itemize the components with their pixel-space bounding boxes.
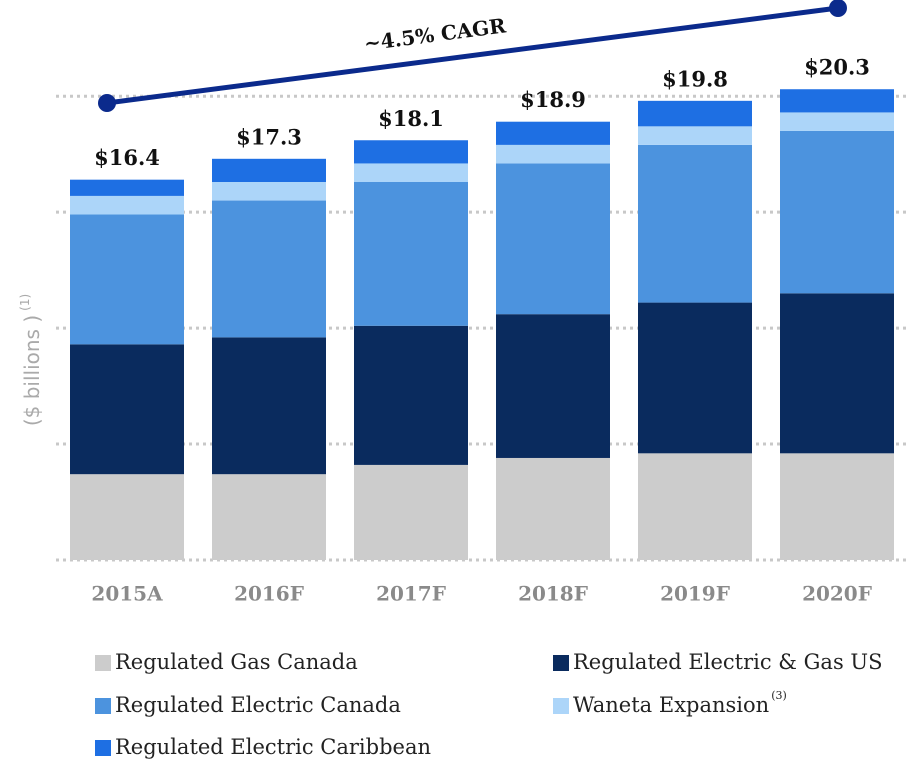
bar-segment [354, 464, 468, 560]
bar-segment [780, 453, 894, 560]
legend-name: Regulated Electric Canada [115, 693, 401, 717]
bar-segment [70, 474, 184, 560]
total-label: $18.1 [378, 106, 444, 131]
y-label-note: (1) [18, 294, 32, 311]
bar-segment [780, 112, 894, 131]
bar-segment [212, 200, 326, 338]
legend-label: Waneta Expansion (3) [573, 689, 787, 717]
y-label-group: ($ billions ) (1) [18, 294, 44, 426]
bar-segment [638, 453, 752, 560]
legend-name: Regulated Electric Caribbean [115, 735, 431, 759]
legend-name: Regulated Gas Canada [115, 650, 358, 674]
total-label: $20.3 [804, 55, 870, 80]
total-label: $19.8 [662, 66, 728, 91]
legend-name: Waneta Expansion [573, 693, 769, 717]
bar-segment [70, 214, 184, 345]
legend-label: Regulated Electric Canada [115, 693, 401, 717]
bar-segment [212, 474, 326, 560]
bar-segment [70, 344, 184, 475]
legend-name: Regulated Electric & Gas US [573, 650, 883, 674]
bar-segment [212, 158, 326, 182]
bar-segment [496, 121, 610, 145]
bar-segment [638, 144, 752, 303]
bar-segment [354, 181, 468, 326]
bar-segment [780, 89, 894, 113]
bar-segment [70, 179, 184, 196]
x-tick-label: 2016F [234, 582, 304, 606]
x-tick-label: 2020F [802, 582, 872, 606]
bar-segment [638, 100, 752, 127]
cagr-start [98, 94, 116, 112]
bar-segment [496, 457, 610, 560]
y-label: ($ billions ) (1) [18, 294, 44, 426]
cagr-line [106, 5, 839, 106]
bar-segment [354, 140, 468, 164]
bar-segment [496, 144, 610, 164]
bar-segment [496, 314, 610, 458]
legend-label: Regulated Electric Caribbean [115, 735, 431, 759]
legend-label: Regulated Gas Canada [115, 650, 358, 674]
x-tick-label: 2018F [518, 582, 588, 606]
bar-segment [780, 293, 894, 454]
bar-segment [780, 130, 894, 294]
legend-swatch [553, 655, 569, 671]
bar-segment [354, 163, 468, 182]
legend-swatch [553, 698, 569, 714]
x-tick-label: 2017F [376, 582, 446, 606]
cagr-end [829, 0, 847, 17]
legend-label: Regulated Electric & Gas US [573, 650, 883, 674]
bar-segment [212, 337, 326, 475]
annotation: ~4.5% CAGR [363, 13, 508, 55]
total-label: $18.9 [520, 87, 586, 112]
bar-segment [638, 302, 752, 454]
bar-segment [354, 325, 468, 465]
bar-segment [70, 195, 184, 215]
legend-note: (3) [771, 689, 787, 702]
total-label: $16.4 [94, 145, 160, 170]
total-label: $17.3 [236, 124, 302, 149]
x-tick-label: 2019F [660, 582, 730, 606]
y-label-text: ($ billions ) [20, 315, 44, 426]
legend-swatch [95, 698, 111, 714]
bar-segment [638, 126, 752, 145]
legend-swatch [95, 740, 111, 756]
legend-swatch [95, 655, 111, 671]
x-tick-label: 2015A [91, 582, 163, 606]
bar-segment [496, 163, 610, 315]
bar-segment [212, 181, 326, 201]
